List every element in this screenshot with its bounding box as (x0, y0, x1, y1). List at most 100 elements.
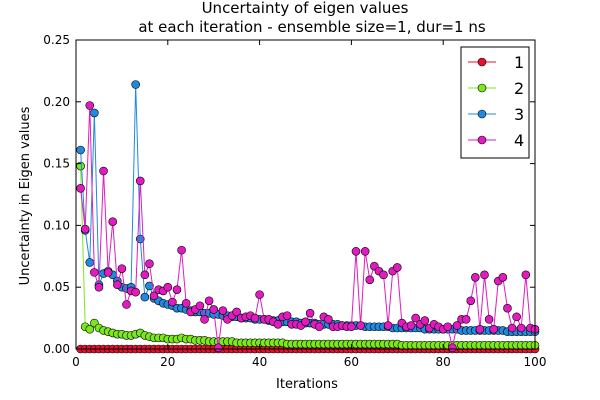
series-4-point (383, 321, 393, 330)
series-4-point (250, 313, 260, 323)
series-4-point (76, 184, 85, 193)
series-4-point (420, 316, 430, 325)
series-4-point (461, 315, 471, 324)
series-4-point (365, 275, 375, 285)
series-4-point (471, 273, 480, 282)
legend-label-3: 3 (514, 105, 524, 124)
series-4-point (85, 101, 95, 110)
series-4-point (324, 315, 333, 324)
series-4-point (200, 315, 209, 324)
plot-frame (75, 39, 536, 350)
series-4-point (503, 303, 512, 313)
series-3-point (140, 292, 150, 302)
legend: 1 2 3 4 (460, 46, 530, 159)
y-tick-label-2: 0.10 (43, 218, 70, 232)
series-4-point (282, 311, 292, 320)
series-4-point (99, 166, 108, 176)
series-4-point (480, 270, 489, 280)
series-4-point (209, 305, 218, 314)
series-4-point (177, 245, 186, 255)
series-4-point (135, 176, 145, 186)
legend-items: 1 2 3 4 (468, 53, 524, 150)
series-4-point (90, 268, 99, 277)
y-tick-label-1: 0.05 (43, 280, 70, 294)
x-tick-label-3: 60 (344, 355, 359, 369)
series-4-point (498, 273, 508, 282)
series-4-point (94, 282, 104, 292)
series-4-point (168, 297, 177, 307)
series-4-point (195, 301, 205, 311)
legend-marker-2 (477, 83, 487, 93)
series-4-point (521, 270, 531, 280)
series-4-point (452, 321, 462, 330)
series-3-point (131, 80, 140, 89)
series-3-point (85, 258, 95, 267)
y-tick-label-0: 0.00 (43, 342, 70, 356)
chart-subtitle: at each iteration - ensemble size=1, dur… (138, 18, 485, 36)
series-4-point (149, 291, 159, 301)
series-4 (76, 101, 540, 353)
series-4-point (80, 224, 90, 234)
y-tick-label-4: 0.20 (43, 95, 70, 109)
series-4-point (512, 312, 521, 322)
x-tick-label-2: 40 (252, 355, 267, 369)
series-4-point (273, 319, 283, 329)
series-3-point (145, 281, 154, 291)
series-4-point (172, 285, 182, 294)
y-tick-label-5: 0.25 (43, 33, 70, 47)
x-tick-label-5: 100 (524, 355, 547, 369)
series-4-point (103, 268, 113, 277)
series-4-point (484, 315, 494, 324)
ticks-layer: 0 20 40 60 80 100 0.00 0.05 0.10 0.15 0.20 0.25 (43, 33, 546, 369)
series-3-point (90, 108, 99, 118)
series-4-point (117, 264, 127, 273)
legend-marker-1 (477, 57, 487, 67)
legend-marker-4 (477, 135, 487, 145)
chart-title: Uncertainty of eigen values (202, 0, 409, 17)
x-axis-label: Iterations (276, 377, 338, 392)
series-4-point (301, 317, 310, 327)
series-4-point (108, 217, 118, 226)
series-4-point (489, 324, 498, 334)
series-4-point (305, 308, 315, 318)
series-4-point (113, 280, 122, 290)
series-4-point (145, 259, 154, 269)
series-4-point (392, 263, 402, 272)
series-3-point (76, 145, 85, 155)
series-4-point (131, 287, 140, 297)
series-4-point (411, 313, 420, 323)
series-4-point (466, 296, 476, 306)
series-4-point (516, 323, 526, 333)
legend-marker-3 (477, 109, 487, 119)
series-2-point (85, 324, 95, 334)
series-4-point (122, 300, 131, 309)
x-tick-label-0: 0 (72, 355, 80, 369)
series-4-point (475, 324, 485, 334)
series-4-point (351, 247, 361, 256)
series-4-point (507, 323, 517, 333)
series-4-point (232, 307, 241, 317)
series-4-point (356, 321, 365, 330)
x-tick-label-1: 20 (160, 355, 175, 369)
series-4-point (204, 296, 214, 306)
y-tick-label-3: 0.15 (43, 157, 70, 171)
series-4-point (360, 247, 370, 256)
plot-area: 0 20 40 60 80 100 0.00 0.05 0.10 0.15 0.20 0.25 (43, 33, 546, 369)
legend-label-1: 1 (514, 53, 524, 72)
series-4-point (448, 343, 457, 353)
series-4-point (255, 290, 264, 299)
x-tick-label-4: 80 (436, 355, 451, 369)
y-axis-label: Uncertainty in Eigen values (18, 106, 33, 285)
series-4-point (443, 322, 453, 332)
series-4-point (347, 322, 356, 332)
series-4-point (314, 322, 324, 332)
series-4-point (379, 270, 388, 280)
series-4-point (406, 321, 416, 330)
series-4-point (140, 270, 150, 280)
series-4-point (163, 282, 173, 292)
series-4-point (213, 343, 223, 353)
legend-label-2: 2 (514, 79, 524, 98)
legend-label-4: 4 (514, 131, 524, 150)
series-4-point (181, 298, 191, 308)
